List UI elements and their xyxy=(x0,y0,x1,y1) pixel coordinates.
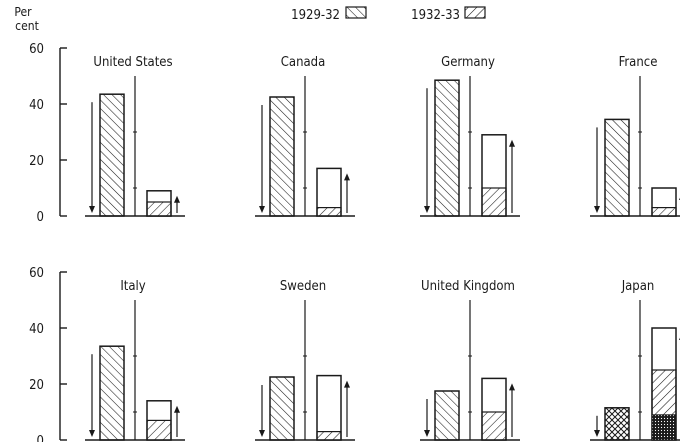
panel-title-france: France xyxy=(619,55,658,70)
bar-1929-32-france xyxy=(604,118,630,217)
arrow-down-head-japan xyxy=(594,430,600,437)
arrow-down-head-united-states xyxy=(89,206,95,213)
arrow-up-head-germany xyxy=(509,139,515,147)
bar-1929-32-sweden xyxy=(269,376,295,441)
bar-1932-33-inner-france xyxy=(651,207,677,217)
arrow-up-head-sweden xyxy=(344,380,350,388)
y-axis-label-line-1: Per xyxy=(14,5,32,19)
legend-swatch-1929-32 xyxy=(345,6,367,19)
bar-1929-32-italy xyxy=(99,345,125,441)
bar-1932-33-inner-united-states xyxy=(146,201,172,217)
panel-title-germany: Germany xyxy=(441,55,495,70)
bar-1929-32-canada xyxy=(269,96,295,217)
panel-title-united-kingdom: United Kingdom xyxy=(421,279,515,294)
bar-1932-33-inner-germany xyxy=(481,187,507,217)
y-tick-label-60-row-1: 60 xyxy=(29,42,44,57)
y-tick-label-20-row-2: 20 xyxy=(29,378,44,393)
bar-1932-33-inner-canada xyxy=(316,207,342,217)
y-tick-label-0-row-1: 0 xyxy=(37,210,44,225)
arrow-down-head-france xyxy=(594,206,600,213)
panel-title-united-states: United States xyxy=(93,55,172,70)
bar-1932-33-inner-united-kingdom xyxy=(481,411,507,441)
y-axis-label-line-2: cent xyxy=(15,19,39,33)
y-tick-label-20-row-1: 20 xyxy=(29,154,44,169)
bar-1929-32-germany xyxy=(434,79,460,217)
bar-1929-32-united-states xyxy=(99,93,125,217)
panel-title-sweden: Sweden xyxy=(280,279,326,294)
bar-1932-33-inner-italy xyxy=(146,419,172,441)
arrow-up-head-canada xyxy=(344,173,350,181)
panel-title-japan: Japan xyxy=(621,279,655,294)
bar-1932-33-inner-sweden xyxy=(316,431,342,441)
arrow-up-head-united-kingdom xyxy=(509,383,515,391)
bar-1932-33-dark-japan xyxy=(651,414,677,441)
y-tick-label-0-row-2: 0 xyxy=(37,434,44,442)
bar-1929-32-japan xyxy=(604,407,630,441)
arrow-down-head-germany xyxy=(424,206,430,213)
panel-title-italy: Italy xyxy=(120,279,145,294)
arrow-up-head-united-states xyxy=(174,195,180,203)
legend-label-1929-32: 1929-32 xyxy=(291,8,340,23)
legend-swatch-1932-33 xyxy=(464,6,486,19)
arrow-down-head-italy xyxy=(89,430,95,437)
arrow-down-head-sweden xyxy=(259,430,265,437)
legend-label-1932-33: 1932-33 xyxy=(411,8,460,23)
arrow-up-head-italy xyxy=(174,405,180,413)
y-tick-label-40-row-1: 40 xyxy=(29,98,44,113)
arrow-down-head-united-kingdom xyxy=(424,430,430,437)
bar-1929-32-united-kingdom xyxy=(434,390,460,441)
panel-title-canada: Canada xyxy=(281,55,326,70)
bar-1932-33-outline-sweden xyxy=(316,374,342,441)
arrow-down-head-canada xyxy=(259,206,265,213)
y-tick-label-60-row-2: 60 xyxy=(29,266,44,281)
y-tick-label-40-row-2: 40 xyxy=(29,322,44,337)
